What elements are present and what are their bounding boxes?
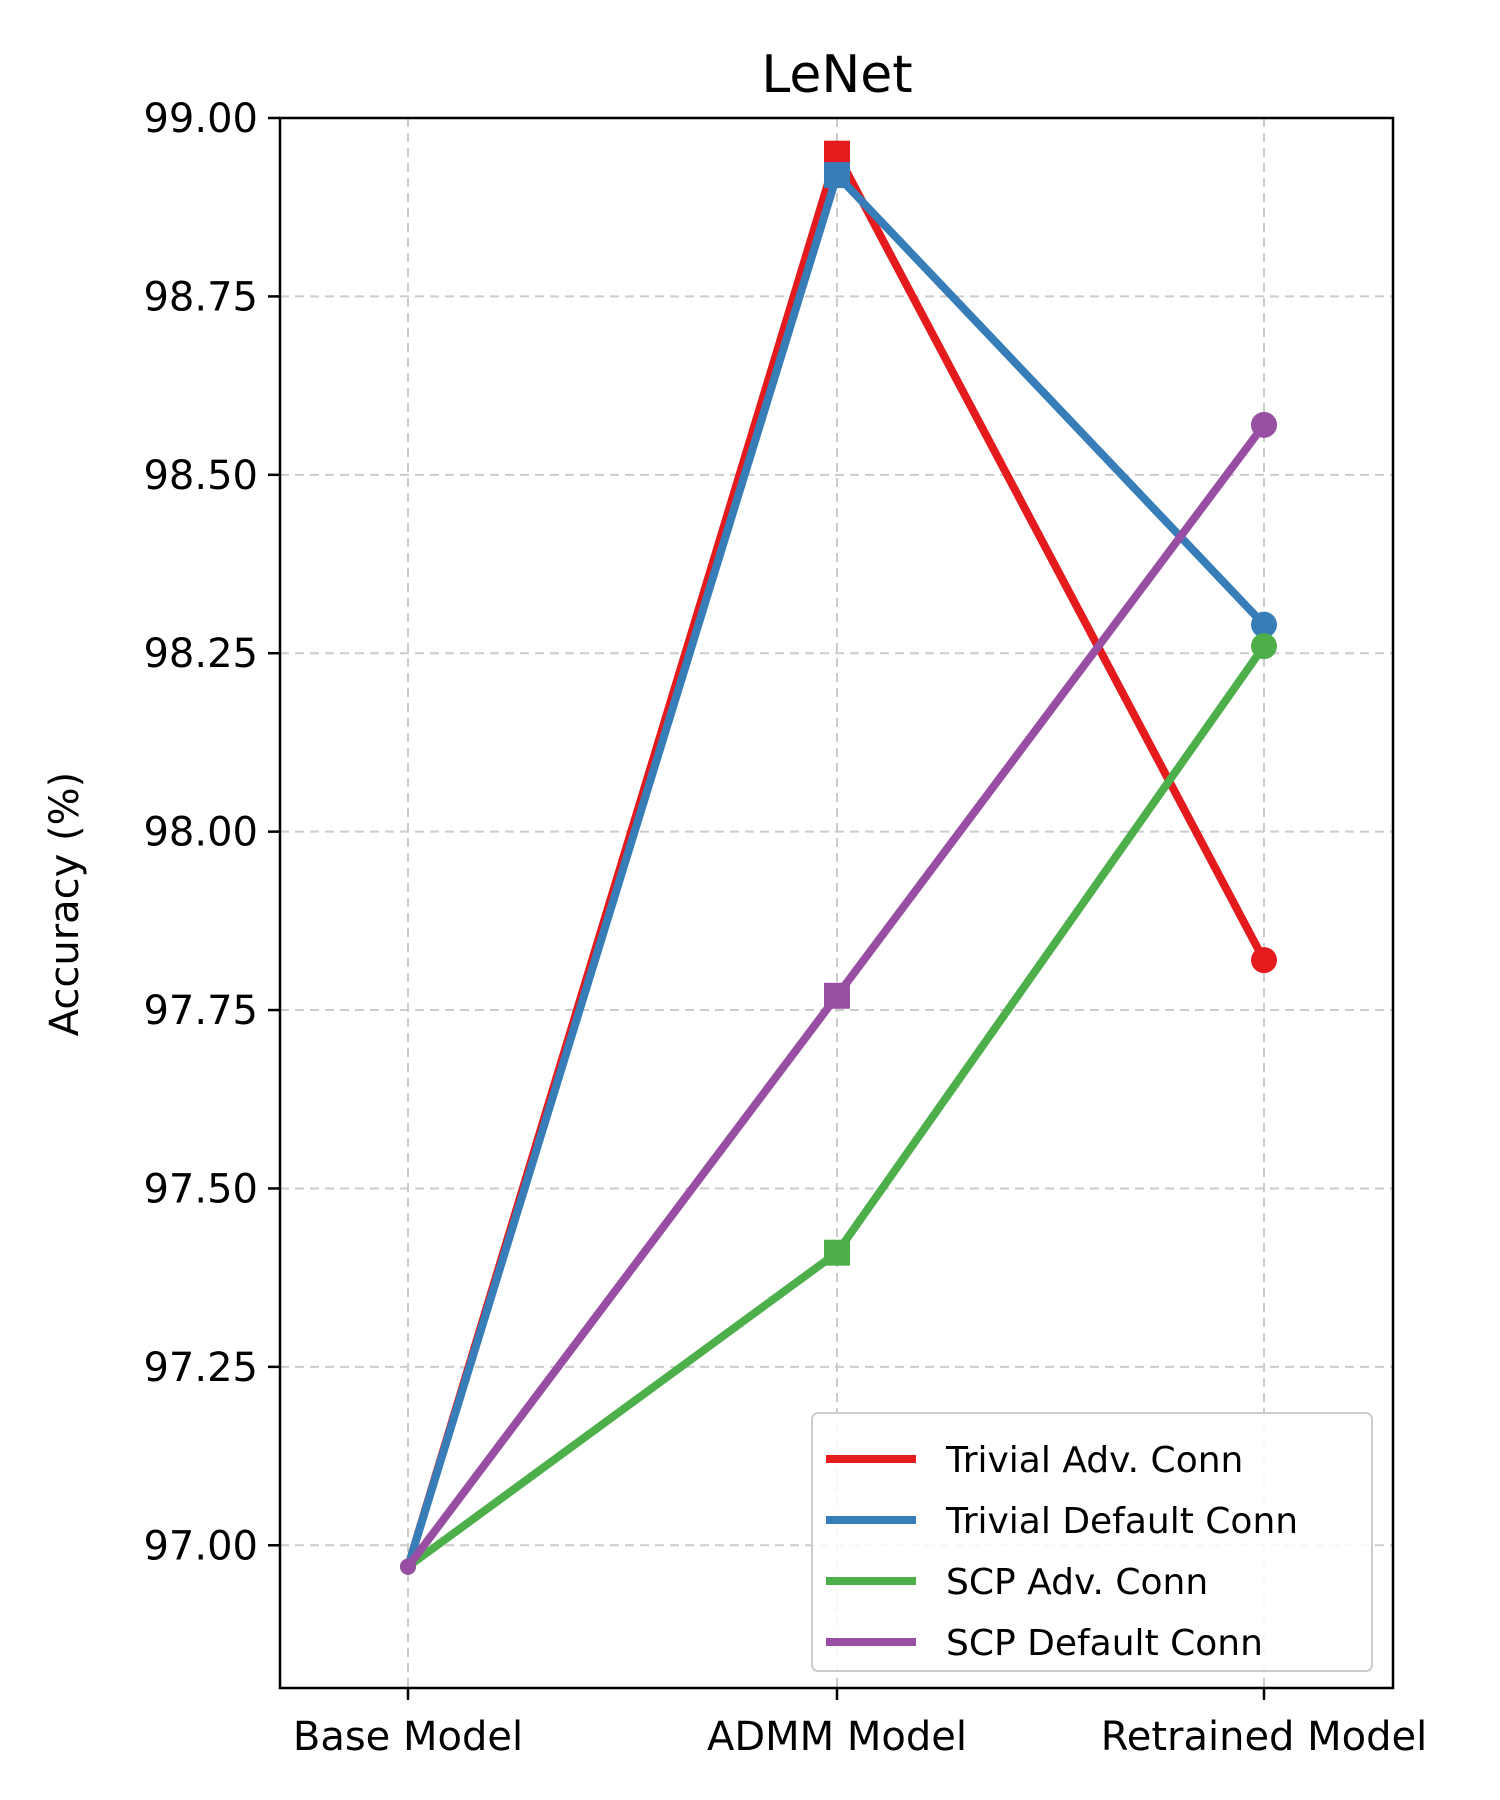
y-tick-label: 97.50 bbox=[143, 1166, 258, 1212]
y-tick-label: 98.00 bbox=[143, 810, 258, 856]
y-tick-label: 97.25 bbox=[143, 1345, 258, 1391]
data-point-circle bbox=[1251, 611, 1277, 638]
legend-label: Trivial Adv. Conn bbox=[945, 1440, 1243, 1481]
x-tick-label: Base Model bbox=[293, 1714, 523, 1760]
legend-box bbox=[811, 1412, 1373, 1672]
y-axis-label: Accuracy (%) bbox=[42, 772, 88, 1037]
y-tick-label: 97.00 bbox=[143, 1523, 258, 1569]
data-point-circle bbox=[1251, 947, 1277, 974]
chart-title: LeNet bbox=[761, 45, 912, 105]
data-point-circle bbox=[1251, 411, 1277, 438]
data-point-square bbox=[824, 1239, 850, 1266]
legend-label: Trivial Default Conn bbox=[945, 1501, 1298, 1542]
series-lines bbox=[400, 140, 1277, 1575]
y-tick-label: 98.50 bbox=[143, 453, 258, 499]
legend-label: SCP Adv. Conn bbox=[946, 1562, 1208, 1603]
legend-label: SCP Default Conn bbox=[946, 1623, 1263, 1664]
x-tick-label: ADMM Model bbox=[707, 1714, 967, 1760]
y-tick-label: 98.75 bbox=[143, 274, 258, 320]
y-tick-label: 99.00 bbox=[143, 96, 258, 142]
plot-frame bbox=[278, 116, 1395, 1690]
data-point-square bbox=[824, 982, 850, 1009]
axes: 97.00 97.25 97.50 97.75 98.00 98.25 98.50 98.75… bbox=[143, 96, 1427, 1760]
x-tick-label: Retrained Model bbox=[1101, 1714, 1428, 1760]
data-point-circle bbox=[1251, 633, 1277, 660]
legend: Trivial Adv. Conn Trivial Default Conn SCP… bbox=[811, 1412, 1373, 1672]
y-tick-label: 98.25 bbox=[143, 631, 258, 677]
y-tick-label: 97.75 bbox=[143, 988, 258, 1034]
data-point-square bbox=[824, 162, 850, 189]
data-point-circle bbox=[400, 1558, 416, 1575]
